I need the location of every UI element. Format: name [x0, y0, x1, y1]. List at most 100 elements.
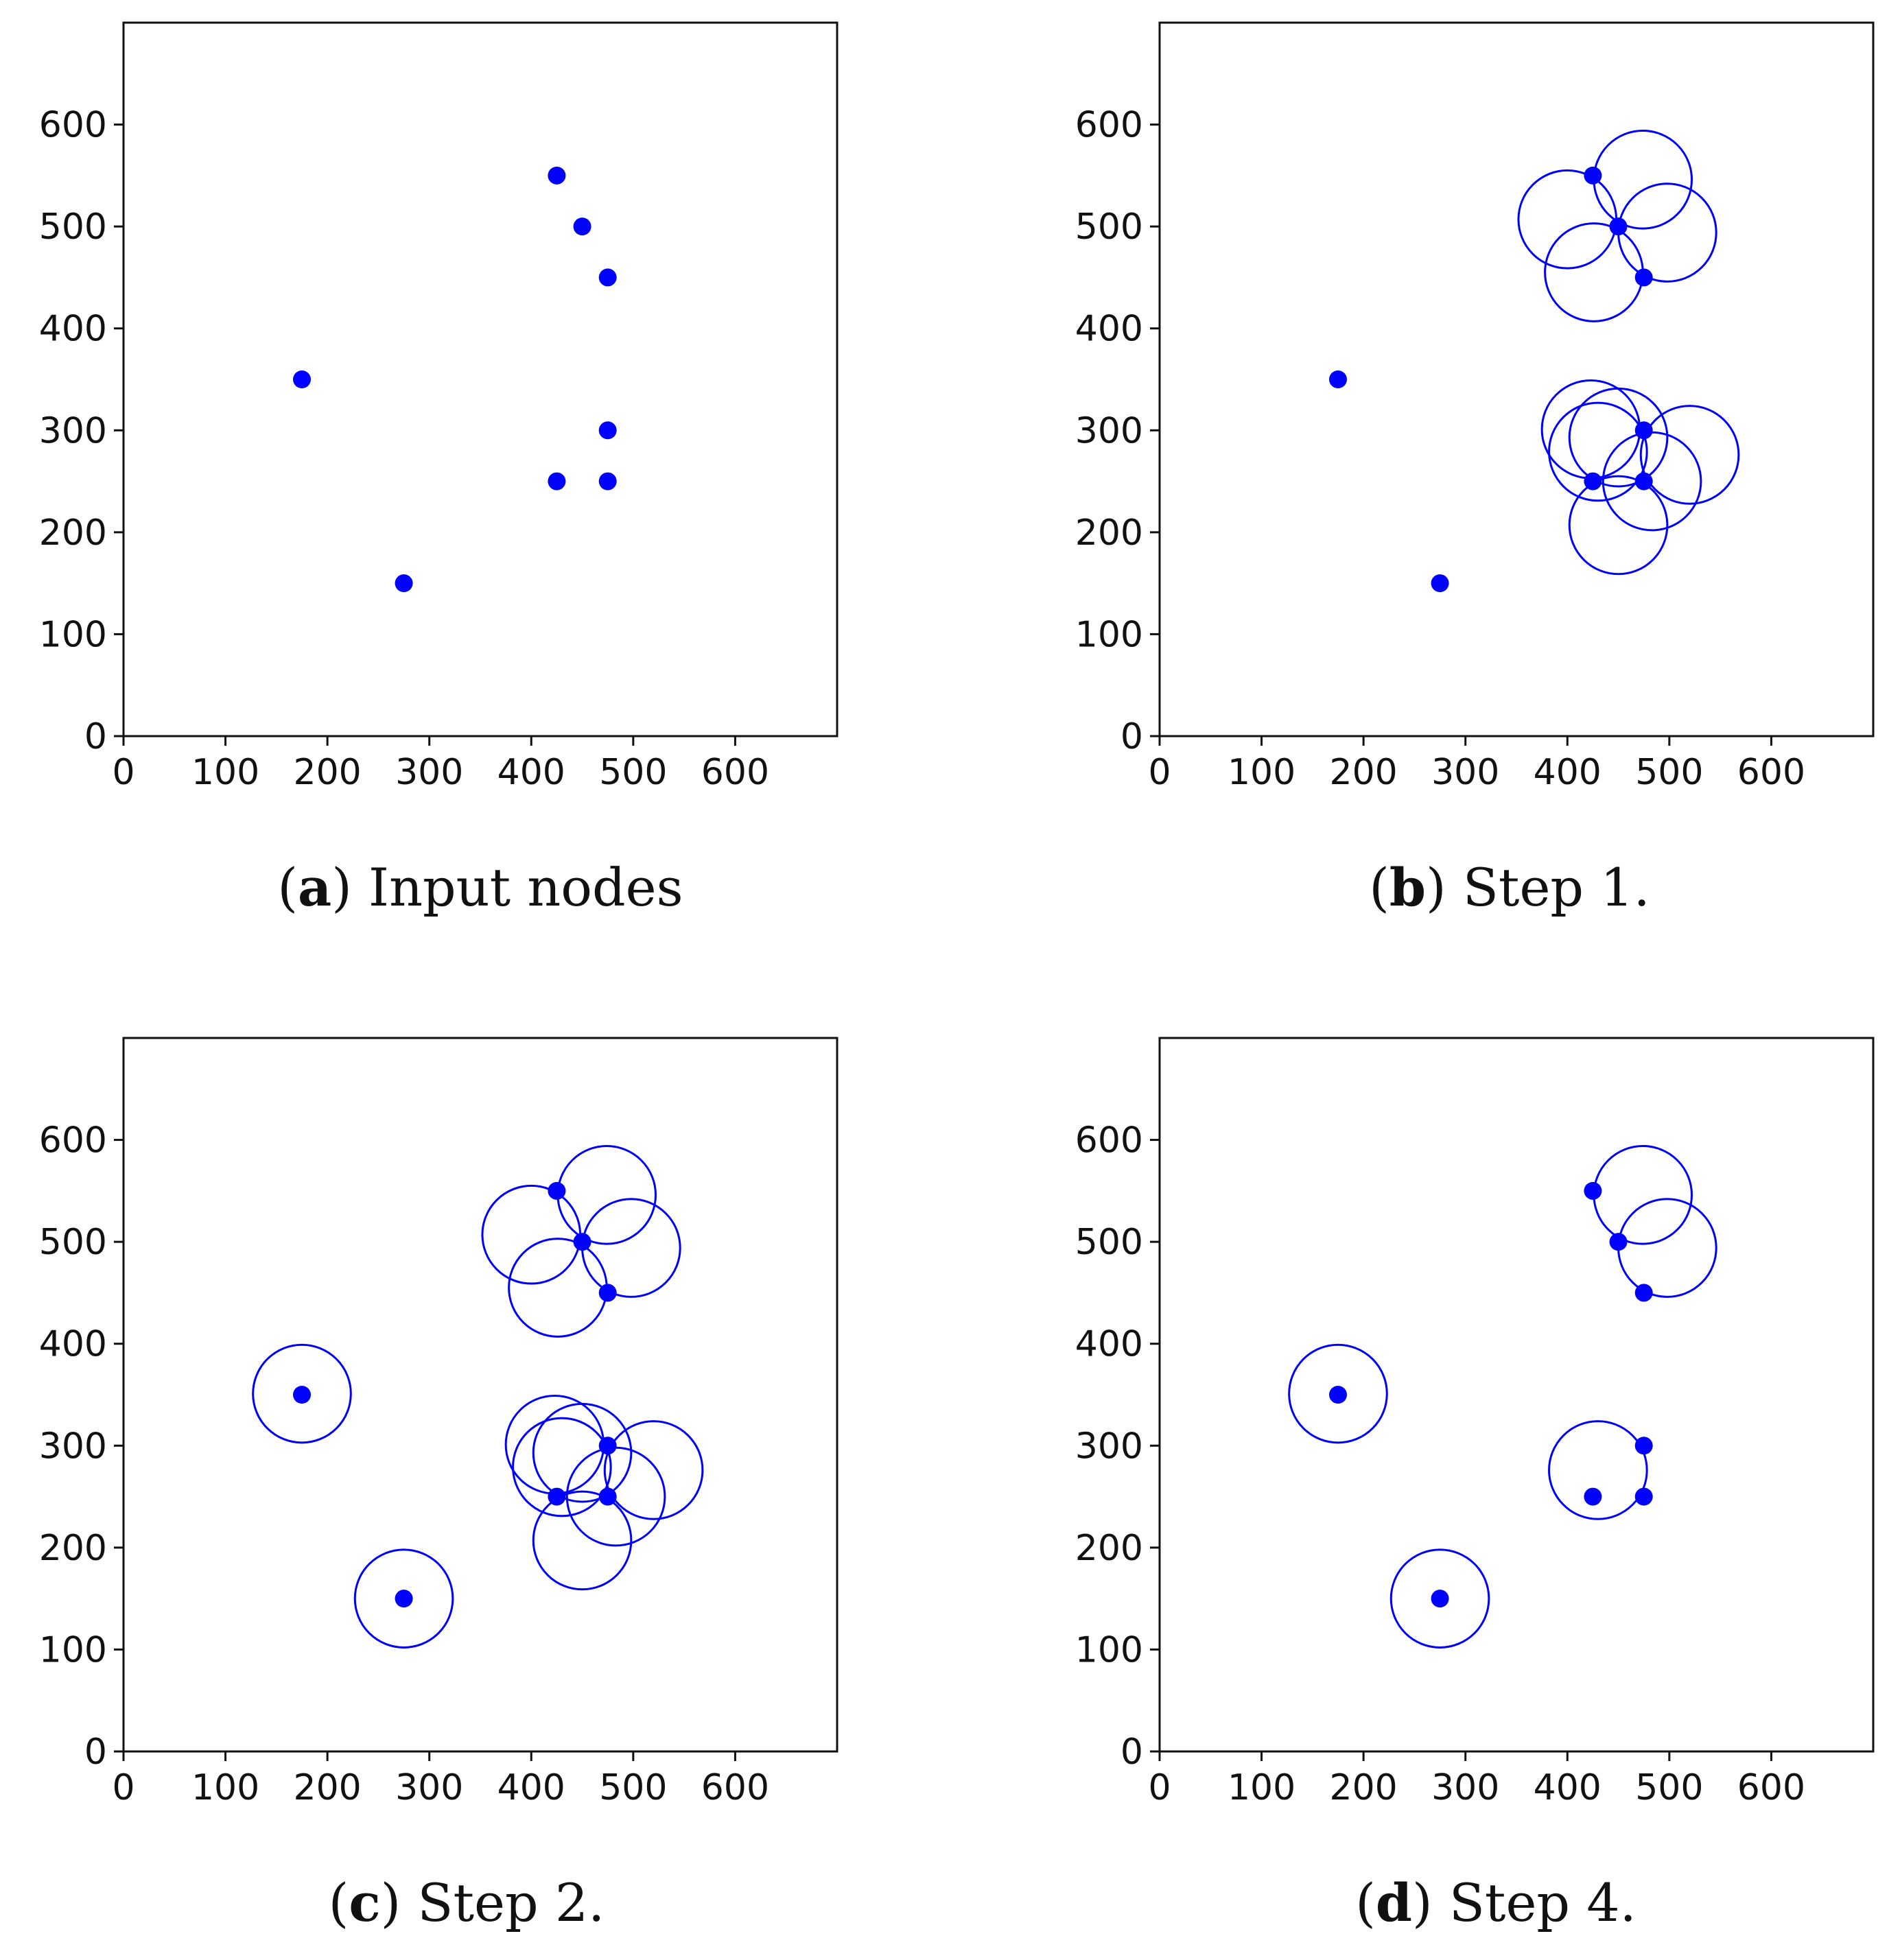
data-point: [293, 370, 311, 388]
radius-circle: [1389, 1548, 1490, 1649]
y-tick-label: 300: [1075, 1426, 1143, 1467]
data-point: [548, 166, 566, 185]
caption-paren-close: ): [1426, 857, 1463, 918]
y-tick-label: 200: [39, 1528, 107, 1569]
data-point: [1634, 472, 1653, 491]
radius-circle: [1568, 475, 1669, 576]
radius-circle: [1548, 1420, 1648, 1520]
data-point: [548, 1487, 566, 1506]
y-tick-label: 500: [1075, 206, 1143, 248]
caption-paren-open: (: [1355, 1872, 1376, 1933]
y-tick-label: 0: [1121, 1732, 1143, 1773]
y-tick-label: 600: [1075, 105, 1143, 146]
y-tick-label: 600: [39, 105, 107, 146]
y-tick-label: 200: [39, 512, 107, 554]
caption-letter: b: [1389, 857, 1426, 918]
radius-circle: [353, 1548, 454, 1649]
y-tick-label: 600: [39, 1120, 107, 1161]
x-tick-label: 500: [599, 1767, 667, 1808]
y-tick-label: 500: [39, 206, 107, 248]
radius-circle: [252, 1343, 352, 1444]
data-point: [293, 1386, 311, 1404]
panel-caption: (a) Input nodes: [277, 857, 683, 918]
panel-caption: (d) Step 4.: [1355, 1872, 1636, 1933]
data-point: [1634, 421, 1653, 440]
caption-paren-close: ): [1412, 1872, 1449, 1933]
panel-c: 0 100 200 300 400 500 600 0 100 200 300 400 500 600 (c…: [39, 1037, 838, 1933]
radius-circle: [603, 1420, 704, 1520]
caption-text: Input nodes: [368, 857, 683, 918]
x-tick-label: 600: [1737, 1767, 1805, 1808]
caption-text: Step 1.: [1463, 857, 1650, 918]
x-tick-label: 600: [701, 1767, 769, 1808]
y-tick-label: 0: [84, 716, 107, 757]
y-tick-label: 400: [39, 1324, 107, 1365]
data-point: [1431, 1590, 1449, 1608]
x-tick-label: 500: [1635, 1767, 1703, 1808]
data-point: [573, 217, 591, 236]
radius-circle: [532, 1402, 633, 1503]
y-tick-label: 300: [39, 410, 107, 451]
data-point: [1634, 268, 1653, 287]
y-tick-label: 400: [1075, 1324, 1143, 1365]
y-tick-label: 200: [1075, 512, 1143, 554]
data-point: [395, 1590, 413, 1608]
data-point: [1584, 1487, 1602, 1506]
data-point: [1584, 472, 1602, 491]
y-tick-label: 0: [1121, 716, 1143, 757]
caption-text: Step 2.: [417, 1872, 605, 1933]
x-tick-label: 400: [1534, 1767, 1601, 1808]
x-tick-label: 300: [1431, 752, 1499, 793]
panel-b: 0 100 200 300 400 500 600 0 100 200 300 400 500 600 (b…: [1075, 21, 1875, 918]
radius-circle: [532, 1490, 633, 1591]
x-tick-label: 100: [1228, 752, 1295, 793]
x-tick-label: 100: [1228, 1767, 1295, 1808]
x-tick-label: 200: [1330, 1767, 1398, 1808]
x-tick-label: 400: [1534, 752, 1601, 793]
data-point: [1431, 574, 1449, 593]
y-tick-label: 300: [39, 1426, 107, 1467]
panel-caption: (c) Step 2.: [329, 1872, 605, 1933]
axes-frame: [1158, 1037, 1875, 1753]
data-point: [1634, 1284, 1653, 1302]
axes-frame: [122, 21, 838, 737]
y-tick-label: 100: [39, 1629, 107, 1670]
panel-d: 0 100 200 300 400 500 600 0 100 200 300 400 500 600 (d…: [1075, 1037, 1875, 1933]
x-tick-label: 400: [497, 1767, 565, 1808]
data-point: [1329, 1386, 1347, 1404]
data-point: [573, 1233, 591, 1251]
x-tick-label: 200: [1330, 752, 1398, 793]
x-tick-label: 600: [1737, 752, 1805, 793]
y-tick-label: 500: [1075, 1222, 1143, 1263]
x-tick-label: 0: [1148, 752, 1171, 793]
data-point: [1634, 1487, 1653, 1506]
caption-letter: d: [1376, 1872, 1412, 1933]
data-point: [1584, 166, 1602, 185]
data-point: [1584, 1181, 1602, 1200]
data-point: [598, 1437, 617, 1455]
data-point: [1609, 1233, 1628, 1251]
caption-letter: a: [298, 857, 331, 918]
caption-paren-open: (: [1369, 857, 1389, 918]
data-point: [548, 472, 566, 491]
data-point: [598, 1284, 617, 1302]
x-tick-label: 500: [1635, 752, 1703, 793]
x-tick-label: 300: [1431, 1767, 1499, 1808]
y-tick-label: 200: [1075, 1528, 1143, 1569]
caption-paren-open: (: [329, 1872, 349, 1933]
caption-paren-close: ): [331, 857, 368, 918]
data-point: [548, 1181, 566, 1200]
data-point: [598, 472, 617, 491]
data-point: [395, 574, 413, 593]
radius-circle: [1568, 387, 1669, 488]
data-point: [598, 1487, 617, 1506]
y-tick-label: 100: [1075, 1629, 1143, 1670]
y-tick-label: 400: [1075, 309, 1143, 350]
x-tick-label: 100: [191, 1767, 259, 1808]
data-point: [1329, 370, 1347, 388]
y-tick-label: 600: [1075, 1120, 1143, 1161]
y-tick-label: 400: [39, 309, 107, 350]
axes-frame: [1158, 21, 1875, 737]
caption-letter: c: [349, 1872, 380, 1933]
